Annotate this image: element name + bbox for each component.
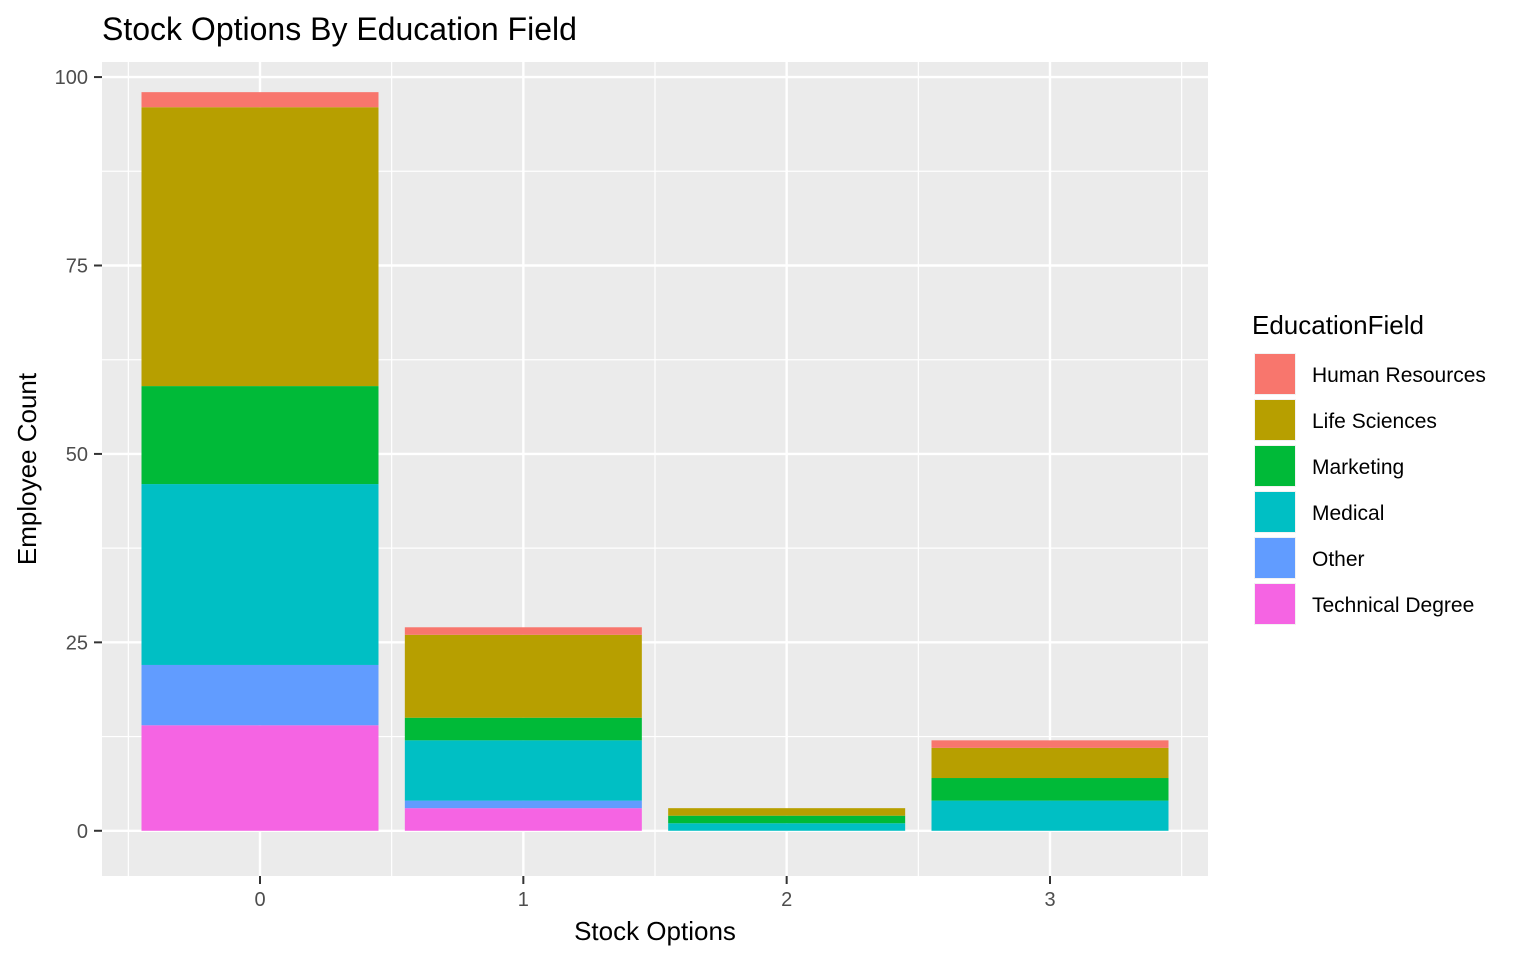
bar-segment-life-sciences-0: Life Sciences: 37 [141,107,379,387]
bar-segment-marketing-2: Marketing: 1 [668,815,906,824]
legend-label: Other [1312,548,1365,571]
x-tick-label: 0 [254,889,265,911]
bar-segment-technical-degree-1: Technical Degree: 3 [404,808,642,831]
bar-segment-other-0: Other: 8 [141,664,379,726]
legend-label: Life Sciences [1312,410,1437,433]
x-tick-label: 1 [518,889,529,911]
bar-segment-other-1: Other: 1 [404,800,642,809]
y-tick-label: 50 [66,444,88,466]
bar-segment-human-resources-1: Human Resources: 1 [404,627,642,635]
legend-label: Marketing [1312,456,1404,479]
chart-title: Stock Options By Education Field [102,11,577,47]
legend-key-marketing [1255,446,1295,486]
bar-segment-marketing-3: Marketing: 3 [931,778,1169,801]
bar-segment-medical-1: Medical: 8 [404,740,642,801]
x-axis: 0 1 2 3 [254,876,1056,911]
legend-key-human-resources [1255,354,1295,394]
y-tick-label: 75 [66,256,88,278]
y-tick-label: 25 [66,632,88,654]
bar-segment-marketing-1: Marketing: 3 [404,717,642,741]
x-axis-title: Stock Options [574,916,736,946]
legend-key-life-sciences [1255,400,1295,440]
y-axis: 0 25 50 75 100 [55,67,102,843]
bar-segment-marketing-0: Marketing: 13 [141,386,379,485]
bar-segment-medical-0: Medical: 24 [141,484,379,665]
bar-segment-technical-degree-0: Technical Degree: 14 [141,725,379,831]
legend-label: Technical Degree [1312,594,1474,617]
bar-segment-human-resources-0: Human Resources: 2 [141,92,379,108]
x-tick-label: 2 [781,889,792,911]
bar-segment-life-sciences-2: Life Sciences: 1 [668,808,906,816]
bar-segment-medical-3: Medical: 4 [931,800,1169,831]
legend-key-technical-degree [1255,584,1295,624]
bar-segment-human-resources-3: Human Resources: 1 [931,740,1169,748]
bar-segment-life-sciences-3: Life Sciences: 4 [931,747,1169,779]
y-tick-label: 100 [55,67,88,89]
x-tick-label: 3 [1044,889,1055,911]
legend-key-other [1255,538,1295,578]
legend: EducationField Human Resources Life Scien… [1252,310,1486,625]
bar-segment-life-sciences-1: Life Sciences: 11 [404,634,642,718]
legend-title: EducationField [1252,310,1424,340]
bars: Technical Degree: 14Other: 8Medical: 24M… [141,92,1169,831]
legend-key-medical [1255,492,1295,532]
legend-label: Human Resources [1312,364,1486,387]
bar-segment-medical-2: Medical: 1 [668,823,906,831]
legend-label: Medical [1312,502,1384,525]
y-axis-title: Employee Count [12,372,42,565]
y-tick-label: 0 [77,821,88,843]
